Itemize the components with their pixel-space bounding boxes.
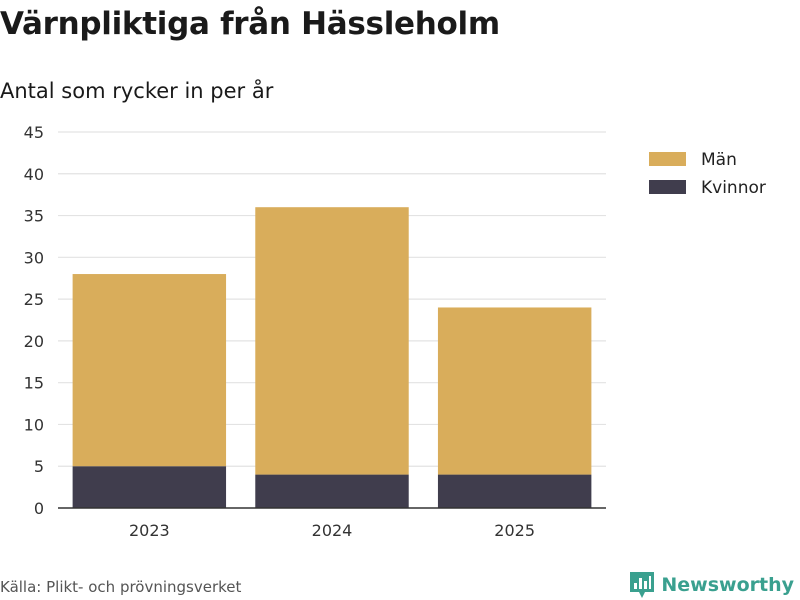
brand-name: Newsworthy [661,574,794,596]
y-tick-label: 25 [24,290,44,309]
y-tick-label: 30 [24,248,44,267]
y-tick-label: 45 [24,123,44,142]
legend-swatch-kvinnor [649,180,686,194]
legend-label: Kvinnor [701,178,766,198]
chart-title: Värnpliktiga från Hässleholm [0,6,500,42]
legend-label: Män [701,150,737,170]
bar-kvinnor-2023 [72,466,227,508]
y-tick-label: 20 [24,332,44,351]
y-tick-label: 35 [24,207,44,226]
chart-subtitle: Antal som rycker in per år [0,79,274,103]
source-note: Källa: Plikt- och prövningsverket [0,578,242,596]
y-tick-label: 40 [24,165,44,184]
x-tick-label: 2025 [494,521,535,540]
x-tick-label: 2024 [312,521,353,540]
y-tick-label: 10 [24,415,44,434]
bar-kvinnor-2024 [255,474,409,508]
bar-mn-2023 [72,274,227,467]
bar-mn-2024 [255,207,409,475]
x-tick-label: 2023 [129,521,170,540]
bar-mn-2025 [437,307,592,475]
legend-swatch-mn [649,152,686,166]
bar-kvinnor-2025 [437,474,592,508]
brand-logo: Newsworthy [629,570,794,600]
newsworthy-logo-icon [630,572,655,598]
y-tick-label: 0 [34,499,44,518]
y-tick-label: 5 [34,457,44,476]
y-tick-label: 15 [24,374,44,393]
